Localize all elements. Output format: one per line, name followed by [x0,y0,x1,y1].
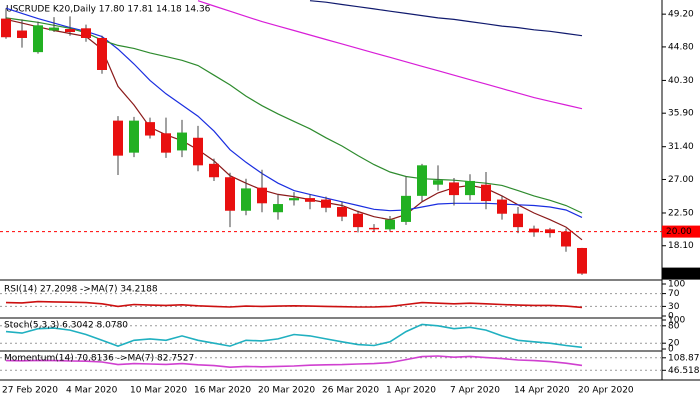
panel-tick-label: 108.871 [668,353,700,363]
candle-body [257,187,267,204]
x-tick-label: 1 Apr 2020 [386,386,436,396]
y-tick-label: 44.80 [668,42,694,52]
candle-body [321,199,331,208]
candle-body [289,198,299,201]
panel-tick-label: 30 [668,302,680,312]
x-tick-label: 7 Apr 2020 [450,386,500,396]
candle-body [193,137,203,166]
candle-body [17,30,27,38]
candle-body [385,219,395,230]
panel-tick-label: 80 [668,321,680,331]
y-tick-label: 18.10 [668,241,694,251]
candle-body [417,165,427,196]
candle-body [241,188,251,211]
x-tick-label: 10 Mar 2020 [130,386,187,396]
panel-title: RSI(14) 27.2098 ->MA(7) 34.2188 [4,285,158,295]
candle-body [209,163,219,178]
x-tick-label: 16 Mar 2020 [194,386,251,396]
x-tick-label: 27 Feb 2020 [2,386,58,396]
candle-body [225,177,235,211]
candle-body [161,133,171,153]
panel-tick-label: 46.5181 [668,366,700,376]
candle-body [369,227,379,230]
y-tick-label: 35.90 [668,109,694,119]
candle-body [273,204,283,213]
last-price-box [662,267,700,280]
candle-body [401,195,411,222]
x-tick-label: 4 Mar 2020 [66,386,118,396]
panel-tick-label: 20 [668,339,680,349]
y-tick-label: 49.20 [668,10,694,20]
candle-body [465,180,475,196]
candle-body [577,247,587,274]
candle-body [305,198,315,202]
panel-tick-label: 70 [668,289,680,299]
panel-tick-label: 100 [668,280,685,290]
panel-tick-label: 100 [668,316,685,326]
candle-body [145,122,155,136]
candle-body [81,28,91,38]
candle-body [561,231,571,247]
candle-body [177,132,187,151]
candle-body [113,120,123,156]
x-tick-label: 20 Mar 2020 [258,386,315,396]
panel-tick-label: 0 [668,345,674,355]
candle-body [529,228,539,233]
indicator-line [5,323,583,349]
candle-body [129,120,139,153]
candle-body [97,37,107,70]
candle-body [497,199,507,214]
candle-body [353,213,363,228]
candle-body [65,29,75,33]
x-tick-label: 20 Apr 2020 [578,386,634,396]
chart-title: USCRUDE K20,Daily 17.80 17.81 14.18 14.3… [6,5,211,15]
candle-body [481,184,491,202]
candle-body [337,207,347,217]
candle-body [545,229,555,234]
indicator-line [5,300,583,309]
candle-body [33,25,43,53]
panel-title: Momentum(14) 70.8136 ->MA(7) 82.7527 [4,354,194,364]
candle-body [433,180,443,185]
indicator-line [197,0,583,110]
x-tick-label: 14 Apr 2020 [514,386,570,396]
y-tick-label: 27.00 [668,175,694,185]
panel-title: Stoch(5,3,3) 6.3042 8.0780 [4,321,128,331]
level-label: 20.00 [666,227,692,237]
indicator-line [309,0,583,37]
candle-body [49,27,59,31]
y-tick-label: 40.30 [668,76,694,86]
y-tick-label: 22.50 [668,208,694,218]
y-tick-label: 31.40 [668,142,694,152]
candle-body [449,182,459,196]
indicator-line [5,355,583,369]
x-tick-label: 26 Mar 2020 [322,386,379,396]
level-label-box [662,225,700,238]
last-price-label: 14.36 [666,269,692,279]
candle-body [513,213,523,228]
candle-body [1,18,11,38]
panel-tick-label: 0 [668,312,674,322]
